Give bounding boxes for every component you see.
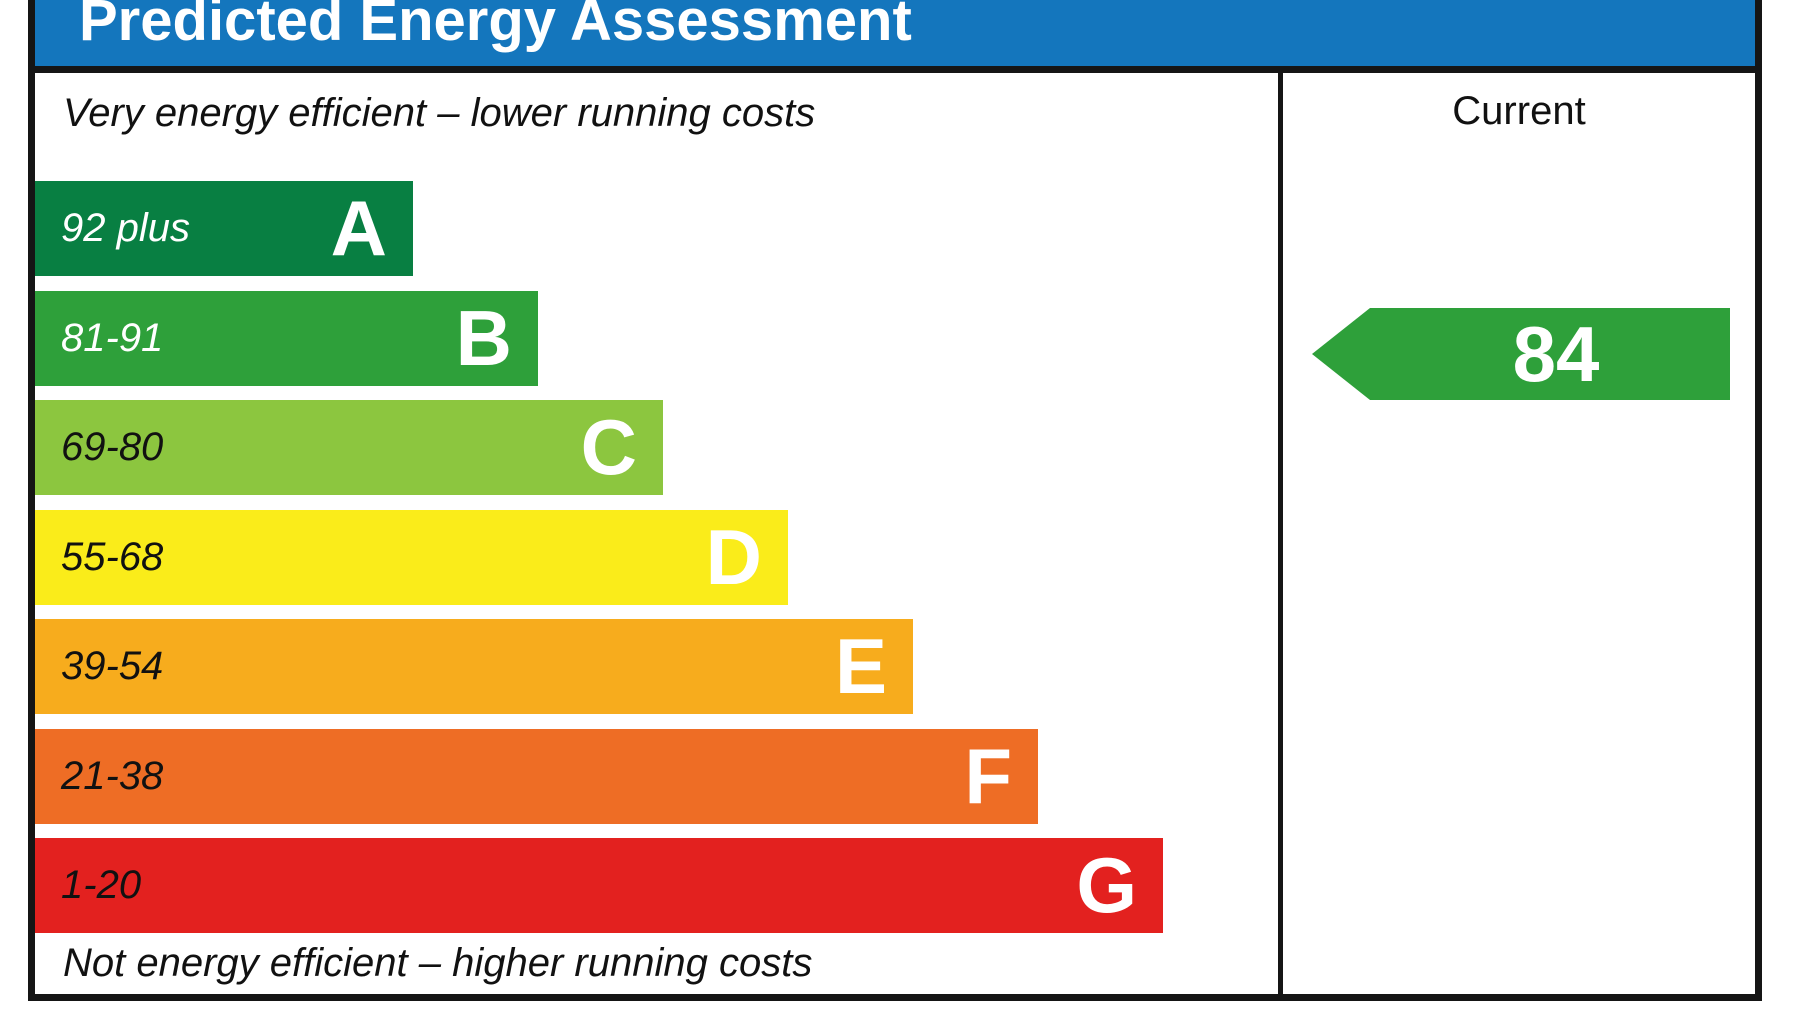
current-column-header: Current (1452, 89, 1586, 133)
band-row-G: 1-20 G (35, 838, 1163, 933)
chart-content: Very energy efficient – lower running co… (35, 73, 1755, 994)
band-letter: A (330, 184, 387, 272)
column-divider (1278, 73, 1283, 994)
current-rating-arrow: 84 (1312, 308, 1730, 400)
band-range-label: 69-80 (61, 425, 164, 469)
band-range-label: 92 plus (61, 206, 190, 250)
band-range-label: 55-68 (61, 534, 164, 579)
band-range-label: 21-38 (61, 753, 164, 798)
band-letter: B (455, 293, 512, 382)
rating-bars-area: Very energy efficient – lower running co… (35, 73, 1278, 994)
epc-chart: Predicted Energy Assessment Very energy … (28, 0, 1762, 1001)
band-letter: F (964, 731, 1012, 820)
band-range-label: 39-54 (61, 644, 164, 688)
band-range-label: 1-20 (61, 863, 142, 907)
band-row-E: 39-54 E (35, 619, 913, 714)
top-caption: Very energy efficient – lower running co… (63, 91, 816, 135)
bottom-caption: Not energy efficient – higher running co… (63, 941, 813, 985)
current-column: Current 84 (1283, 73, 1755, 994)
band-letter: E (834, 622, 887, 710)
band-row-D: 55-68 D (35, 509, 788, 605)
band-row-C: 69-80 C (35, 400, 663, 495)
band-row-F: 21-38 F (35, 728, 1038, 824)
current-rating-value: 84 (1512, 310, 1600, 398)
page-title: Predicted Energy Assessment (79, 0, 912, 53)
band-letter: G (1076, 841, 1137, 929)
title-bar: Predicted Energy Assessment (35, 0, 1755, 73)
band-letter: D (705, 512, 762, 601)
band-row-A: 92 plus A (35, 181, 413, 276)
band-range-label: 81-91 (61, 315, 164, 360)
band-row-B: 81-91 B (35, 290, 538, 386)
band-letter: C (580, 403, 637, 491)
